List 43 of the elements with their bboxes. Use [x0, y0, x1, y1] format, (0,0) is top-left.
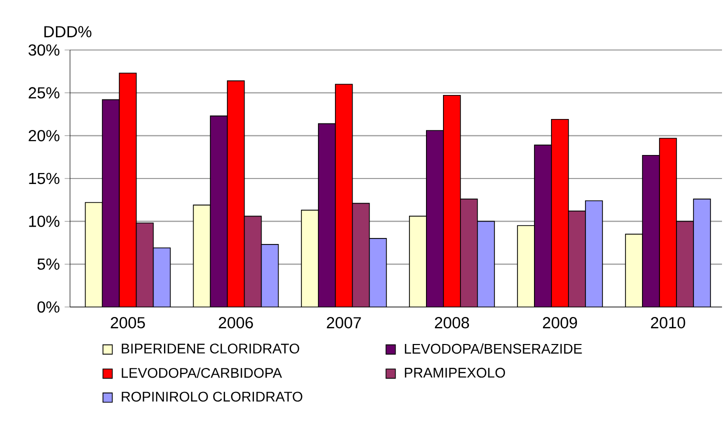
bar — [534, 144, 552, 307]
legend-label: PRAMIPEXOLO — [404, 368, 506, 378]
y-tick-label: 15% — [29, 172, 60, 184]
bar — [625, 234, 643, 307]
bar — [585, 200, 603, 307]
x-tick-label: 2006 — [218, 317, 253, 328]
y-tick-label: 5% — [37, 258, 60, 270]
bar — [642, 154, 660, 307]
bar — [409, 216, 427, 307]
bar — [118, 72, 137, 307]
bar — [693, 198, 711, 307]
legend-label: LEVODOPA/BENSERAZIDE — [404, 343, 582, 354]
bar — [226, 80, 245, 307]
bar — [84, 202, 103, 307]
y-tick-label: 25% — [28, 87, 60, 98]
legend-label: BIPERIDENE CLORIDRATO — [122, 344, 300, 354]
bar — [659, 138, 677, 307]
x-tick-label: 2009 — [542, 317, 577, 328]
y-tick-label: 20% — [28, 130, 60, 142]
bar — [443, 94, 461, 307]
y-tick-label: 30% — [28, 44, 60, 56]
y-tick-label: 10% — [29, 216, 60, 227]
x-tick-label: 2008 — [434, 317, 469, 328]
legend-label: ROPINIROLO CLORIDRATO — [122, 392, 302, 402]
x-tick-label: 2005 — [110, 317, 145, 328]
bar — [152, 247, 171, 307]
bar — [334, 84, 353, 307]
bar — [368, 238, 387, 307]
x-tick-label: 2010 — [650, 317, 686, 328]
bar — [517, 225, 535, 307]
y-tick-label: 0% — [37, 301, 60, 313]
bar — [210, 116, 228, 307]
bar — [102, 99, 120, 307]
bar — [551, 118, 569, 307]
bar — [192, 204, 211, 307]
bar — [260, 244, 279, 307]
bar — [300, 210, 319, 307]
x-tick-label: 2007 — [326, 317, 361, 328]
y-axis-title: DDD% — [44, 26, 92, 38]
bar — [477, 220, 495, 307]
bar — [426, 130, 444, 307]
legend-label: LEVODOPA/CARBIDOPA — [122, 368, 282, 378]
bar — [318, 123, 336, 307]
